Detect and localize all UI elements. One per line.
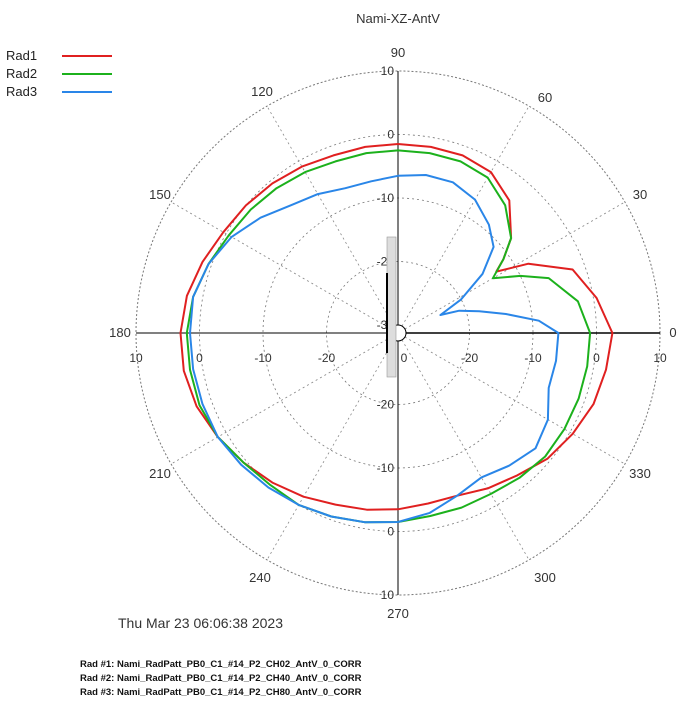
angle-label: 90 xyxy=(391,45,405,60)
series-rad1-line xyxy=(179,143,614,511)
grid-spoke xyxy=(401,339,530,561)
angle-label: 30 xyxy=(633,187,647,202)
timestamp: Thu Mar 23 06:06:38 2023 xyxy=(118,615,283,631)
angle-label: 60 xyxy=(538,90,552,105)
angle-label: 210 xyxy=(149,466,171,481)
angle-label: 180 xyxy=(109,325,131,340)
grid-spoke xyxy=(266,339,395,561)
grid-spoke xyxy=(401,105,530,327)
grid-spoke xyxy=(266,105,395,327)
radial-tick-label: 0 xyxy=(593,351,600,365)
grid-spoke xyxy=(170,201,392,330)
radial-tick-label: -10 xyxy=(377,191,395,205)
center-bar xyxy=(386,236,397,378)
angle-label: 330 xyxy=(629,466,651,481)
radial-tick-label: -20 xyxy=(318,351,336,365)
legend-label-rad3: Rad3 xyxy=(6,84,37,99)
radial-tick-label: 0 xyxy=(196,351,203,365)
angle-label: 240 xyxy=(249,570,271,585)
center-artifact xyxy=(386,236,397,378)
grid-spoke xyxy=(404,201,626,330)
grid-spoke xyxy=(170,336,392,465)
radial-tick-label: 10 xyxy=(381,588,395,602)
radial-tick-label: 0 xyxy=(387,525,394,539)
radial-tick-label: 10 xyxy=(381,64,395,78)
note-rad2: Rad #2: Nami_RadPatt_PB0_C1_#14_P2_CH40_… xyxy=(80,673,362,684)
angle-labels: 0 30 60 90 120 150 180 210 240 300 330 270 xyxy=(109,45,676,621)
radial-tick-label: -20 xyxy=(377,398,395,412)
angle-label: 120 xyxy=(251,84,273,99)
grid-spoke xyxy=(404,336,626,465)
legend-label-rad2: Rad2 xyxy=(6,66,37,81)
legend: Rad1 Rad2 Rad3 xyxy=(6,48,112,99)
radial-tick-label: 10 xyxy=(129,351,143,365)
radial-tick-label: -10 xyxy=(377,461,395,475)
angle-label: 300 xyxy=(534,570,556,585)
note-rad3: Rad #3: Nami_RadPatt_PB0_C1_#14_P2_CH80_… xyxy=(80,687,362,698)
angle-label: 0 xyxy=(669,325,676,340)
angle-label: 150 xyxy=(149,187,171,202)
series-rad3-line xyxy=(189,174,560,524)
polar-grid xyxy=(135,70,661,596)
angle-label: 270 xyxy=(387,606,409,621)
radial-tick-label: 0 xyxy=(401,351,408,365)
radial-tick-label: -10 xyxy=(254,351,272,365)
radial-tick-label: -20 xyxy=(461,351,479,365)
chart-title: Nami-XZ-AntV xyxy=(356,11,440,26)
radial-tick-label: -10 xyxy=(524,351,542,365)
radial-tick-label: 10 xyxy=(653,351,667,365)
note-rad1: Rad #1: Nami_RadPatt_PB0_C1_#14_P2_CH02_… xyxy=(80,659,362,670)
legend-label-rad1: Rad1 xyxy=(6,48,37,63)
series-layer xyxy=(179,143,614,524)
radial-tick-label: 0 xyxy=(387,128,394,142)
